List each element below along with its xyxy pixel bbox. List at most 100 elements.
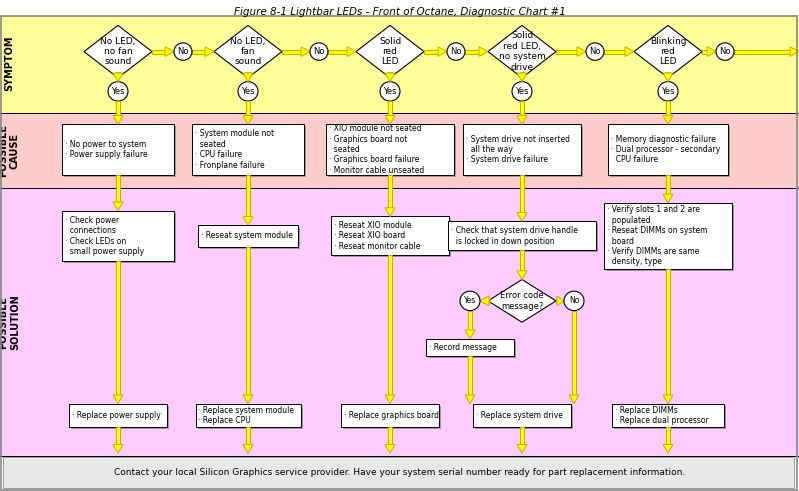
Polygon shape (205, 47, 214, 56)
Text: Solid
red LED,
no system
drive: Solid red LED, no system drive (499, 31, 546, 72)
Polygon shape (385, 115, 395, 124)
Bar (702, 50, 707, 54)
Polygon shape (84, 26, 152, 78)
Text: Solid
red
LED: Solid red LED (379, 37, 401, 66)
Bar (152, 50, 165, 54)
Bar (604, 203, 732, 269)
Bar (62, 211, 174, 261)
Bar (468, 311, 472, 330)
Bar (0, 189, 799, 456)
Bar (463, 124, 581, 175)
Bar (520, 72, 524, 73)
Bar (520, 250, 524, 271)
Bar (64, 213, 176, 263)
Polygon shape (663, 444, 673, 453)
Text: No: No (177, 47, 189, 56)
Text: Yes: Yes (464, 297, 476, 305)
Circle shape (586, 43, 604, 60)
Bar (246, 427, 250, 444)
Polygon shape (385, 395, 395, 404)
Bar (520, 427, 524, 444)
Text: · Check power
  connections
· Check LEDs on
  small power supply: · Check power connections · Check LEDs o… (65, 216, 144, 256)
Polygon shape (663, 395, 673, 404)
Bar (198, 225, 298, 246)
Bar (200, 227, 300, 248)
Polygon shape (385, 73, 395, 82)
Polygon shape (356, 26, 424, 78)
Text: · System drive not inserted
  all the way
· System drive failure: · System drive not inserted all the way … (466, 135, 570, 164)
Bar (424, 50, 438, 54)
Polygon shape (465, 395, 475, 404)
Bar (116, 175, 120, 202)
Text: Yes: Yes (515, 87, 529, 96)
Bar (612, 404, 724, 427)
Polygon shape (243, 115, 253, 124)
Polygon shape (517, 213, 527, 221)
Polygon shape (113, 444, 123, 453)
Bar (62, 124, 174, 175)
Text: Contact your local Silicon Graphics service provider. Have your system serial nu: Contact your local Silicon Graphics serv… (114, 468, 686, 477)
Circle shape (238, 82, 258, 101)
Bar (465, 126, 583, 177)
Text: No LED,
no fan
sound: No LED, no fan sound (101, 37, 136, 66)
Bar (282, 50, 301, 54)
Polygon shape (634, 26, 702, 78)
Bar (428, 341, 516, 358)
Circle shape (460, 291, 480, 311)
Bar (388, 255, 392, 395)
Bar (3, 457, 794, 488)
Bar (666, 427, 670, 444)
Text: · Replace power supply: · Replace power supply (72, 411, 161, 420)
Polygon shape (625, 47, 634, 56)
Bar (197, 406, 303, 429)
Bar (572, 311, 576, 395)
Polygon shape (243, 395, 253, 404)
Polygon shape (488, 26, 556, 78)
Bar (326, 124, 454, 175)
Polygon shape (165, 47, 174, 56)
Bar (473, 404, 571, 427)
Bar (489, 299, 490, 303)
Bar (465, 50, 479, 54)
Circle shape (310, 43, 328, 60)
Bar (331, 217, 449, 255)
Text: POSSIBLE
SOLUTION: POSSIBLE SOLUTION (0, 294, 20, 350)
Polygon shape (480, 296, 489, 306)
Polygon shape (557, 296, 564, 306)
Bar (388, 72, 392, 73)
Circle shape (108, 82, 128, 101)
Bar (450, 223, 598, 252)
Bar (116, 101, 120, 115)
Bar (64, 126, 176, 177)
Polygon shape (113, 202, 123, 211)
Polygon shape (663, 73, 673, 82)
Polygon shape (663, 115, 673, 124)
Bar (196, 404, 300, 427)
Bar (71, 406, 169, 429)
Polygon shape (438, 47, 447, 56)
Bar (604, 50, 625, 54)
Bar (0, 113, 799, 189)
Polygon shape (663, 194, 673, 203)
Circle shape (512, 82, 532, 101)
Bar (246, 246, 250, 395)
Circle shape (447, 43, 465, 60)
Polygon shape (385, 208, 395, 217)
Circle shape (174, 43, 192, 60)
Text: Yes: Yes (384, 87, 397, 96)
Polygon shape (301, 47, 310, 56)
Text: · Memory diagnostic failure
· Dual processor - secondary
  CPU failure: · Memory diagnostic failure · Dual proce… (611, 135, 720, 164)
Bar (388, 175, 392, 208)
Bar (606, 205, 734, 271)
Bar (116, 72, 120, 73)
Bar (69, 404, 167, 427)
Bar (614, 406, 726, 429)
Text: SYMPTOM: SYMPTOM (4, 36, 14, 91)
Text: · Replace system drive: · Replace system drive (476, 411, 562, 420)
Bar (194, 126, 306, 177)
Bar (610, 126, 730, 177)
Text: · Replace DIMMs
· Replace dual processor: · Replace DIMMs · Replace dual processor (615, 406, 709, 425)
Text: No: No (569, 297, 579, 305)
Polygon shape (113, 395, 123, 404)
Text: Error code
message?: Error code message? (500, 291, 544, 311)
